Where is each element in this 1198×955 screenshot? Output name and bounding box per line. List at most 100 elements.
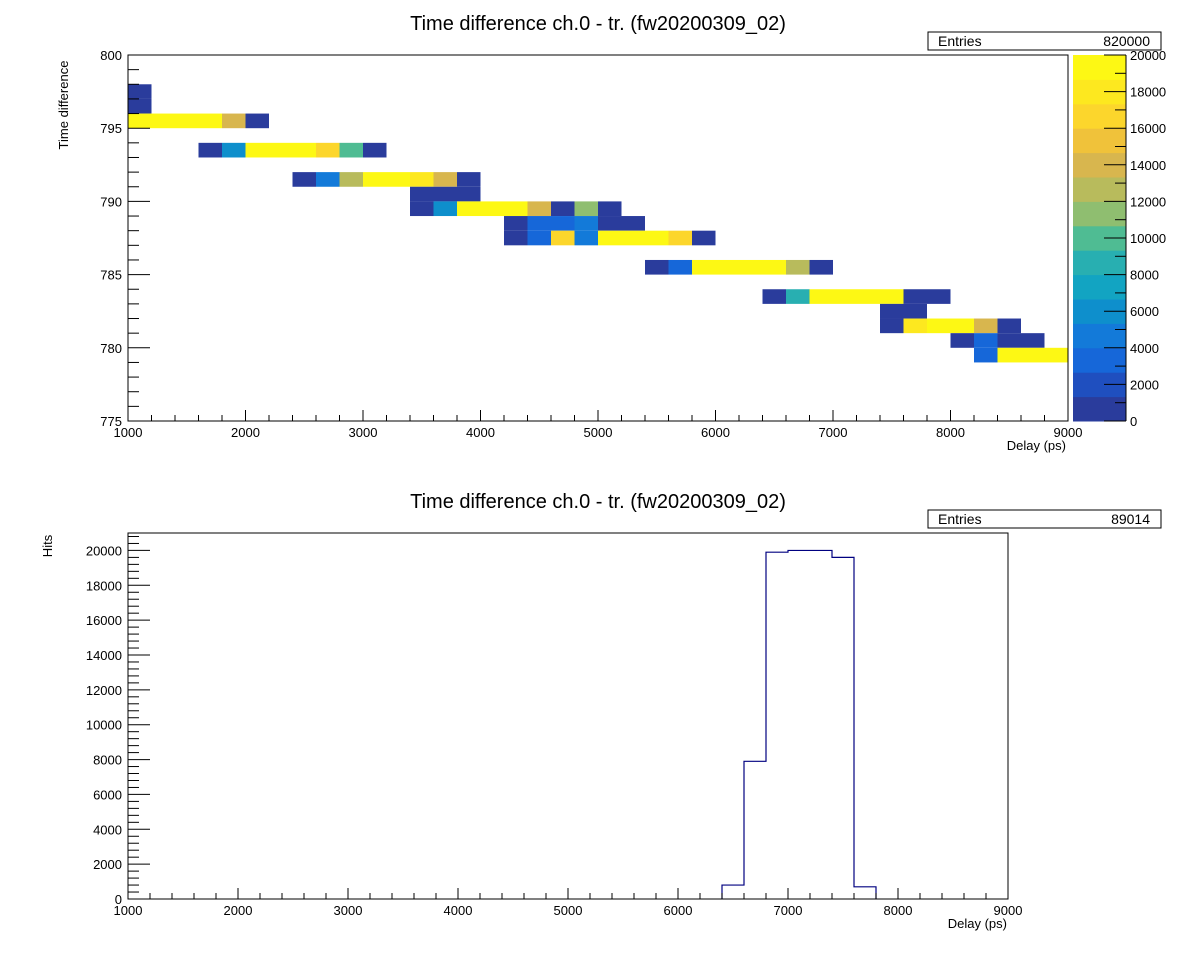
colorbar-segment [1073, 323, 1126, 349]
heatmap-cell [903, 289, 927, 304]
heatmap-cell [128, 84, 152, 99]
histogram-stats-value: 89014 [1111, 511, 1150, 527]
heatmap-cell [927, 318, 951, 334]
x-tick-label: 2000 [224, 903, 253, 918]
x-tick-label: 6000 [701, 425, 730, 440]
heatmap-cell [245, 113, 269, 129]
x-tick-label: 1000 [114, 903, 143, 918]
heatmap-cell [786, 289, 810, 304]
heatmap-cell [715, 259, 739, 275]
histogram-bar [766, 552, 788, 899]
heatmap-cell [1021, 347, 1045, 363]
x-tick-label: 6000 [664, 903, 693, 918]
heatmap-cell [363, 172, 387, 187]
heatmap-cell [551, 216, 575, 231]
heatmap-cell [527, 201, 551, 217]
heatmap-cell [128, 98, 152, 114]
heatmap-cell [457, 201, 481, 217]
x-tick-label: 7000 [819, 425, 848, 440]
heatmap-cell [645, 259, 669, 275]
heatmap-cell [527, 216, 551, 231]
colorbar-segment [1073, 347, 1126, 373]
heatmap-cell [997, 318, 1021, 334]
heatmap-cell [316, 172, 340, 187]
heatmap-cell [245, 142, 269, 158]
heatmap-cell [527, 230, 551, 246]
heatmap-cell [198, 113, 222, 129]
x-tick-label: 5000 [554, 903, 583, 918]
heatmap-cell [269, 142, 293, 158]
colorbar-tick-label: 18000 [1130, 85, 1166, 100]
heatmap-x-label: Delay (ps) [1007, 438, 1066, 453]
histogram-bars [721, 549, 877, 899]
heatmap-cell [175, 113, 199, 129]
histogram-panel: Time difference ch.0 - tr. (fw20200309_0… [40, 491, 1162, 931]
colorbar-segment [1073, 55, 1126, 80]
heatmap-cell [504, 201, 528, 217]
heatmap-cell [974, 347, 998, 363]
heatmap-cell [927, 289, 951, 304]
heatmap-cell [621, 230, 645, 246]
colorbar-tick-label: 2000 [1130, 377, 1159, 392]
heatmap-cell [504, 230, 528, 246]
heatmap-cell [1021, 333, 1045, 348]
histogram-bar [722, 885, 744, 899]
heatmap-cell [950, 318, 974, 334]
heatmap-cell [410, 186, 434, 202]
heatmap-stats-frame [927, 31, 1162, 51]
colorbar-tick-label: 8000 [1130, 268, 1159, 283]
heatmap-cell [598, 216, 622, 231]
colorbar-tick-label: 14000 [1130, 158, 1166, 173]
heatmap-stats-box: Entries 820000 [927, 31, 1162, 51]
heatmap-cell [574, 230, 598, 246]
heatmap-cell [880, 318, 904, 334]
colorbar-tick-label: 20000 [1130, 48, 1166, 63]
heatmap-cell [762, 289, 786, 304]
heatmap-cell [621, 216, 645, 231]
colorbar-segment [1073, 396, 1126, 422]
y-tick-label: 790 [100, 194, 122, 209]
heatmap-cell [786, 259, 810, 275]
histogram-x-axis: 1000 2000 3000 4000 5000 6000 7000 8000 9000 [114, 888, 1022, 918]
heatmap-cell [997, 347, 1021, 363]
histogram-stats-box: Entries 89014 [927, 509, 1162, 529]
colorbar-tick-label: 12000 [1130, 194, 1166, 209]
heatmap-cell [386, 172, 410, 187]
colorbar [1073, 55, 1126, 422]
x-tick-label: 5000 [584, 425, 613, 440]
heatmap-cell [974, 318, 998, 334]
heatmap-cell [410, 172, 434, 187]
colorbar-tick-label: 6000 [1130, 304, 1159, 319]
heatmap-cell [551, 230, 575, 246]
heatmap-title: Time difference ch.0 - tr. (fw20200309_0… [410, 13, 786, 35]
histogram-bar [832, 557, 854, 899]
colorbar-segment [1073, 250, 1126, 276]
y-tick-label: 780 [100, 341, 122, 356]
heatmap-cell [739, 259, 763, 275]
histogram-stats-label: Entries [938, 511, 982, 527]
x-tick-label: 8000 [936, 425, 965, 440]
histogram-x-label: Delay (ps) [948, 916, 1007, 931]
heatmap-cell [292, 142, 316, 158]
colorbar-tick-label: 4000 [1130, 341, 1159, 356]
x-tick-label: 4000 [466, 425, 495, 440]
x-tick-label: 1000 [114, 425, 143, 440]
heatmap-cell [574, 201, 598, 217]
heatmap-cell [997, 333, 1021, 348]
heatmap-cell [692, 230, 716, 246]
heatmap-cell [433, 186, 457, 202]
heatmap-cell [668, 259, 692, 275]
y-tick-label: 775 [100, 414, 122, 429]
heatmap-cell [198, 142, 222, 158]
heatmap-cell [880, 303, 904, 319]
y-tick-label: 20000 [86, 543, 122, 558]
heatmap-cell [363, 142, 387, 158]
histogram-y-label: Hits [40, 534, 55, 557]
colorbar-axis: 0 2000 4000 6000 8000 10000 12000 14000 16000 180… [1104, 48, 1166, 429]
y-tick-label: 8000 [93, 753, 122, 768]
y-tick-label: 16000 [86, 613, 122, 628]
heatmap-cell [433, 172, 457, 187]
heatmap-cell [1044, 347, 1068, 363]
heatmap-cell [410, 201, 434, 217]
